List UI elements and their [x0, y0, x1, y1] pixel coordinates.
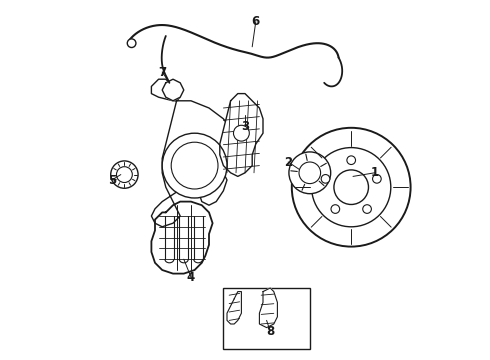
Text: 8: 8 [266, 325, 274, 338]
Text: 1: 1 [370, 166, 379, 179]
Text: 4: 4 [187, 271, 195, 284]
Polygon shape [220, 94, 263, 176]
Bar [223, 288, 310, 349]
Polygon shape [151, 202, 213, 274]
Text: 5: 5 [108, 174, 116, 186]
Circle shape [111, 161, 138, 188]
Circle shape [372, 175, 381, 183]
Circle shape [233, 125, 249, 141]
Circle shape [312, 148, 391, 227]
Circle shape [331, 205, 340, 213]
Circle shape [299, 162, 320, 184]
Polygon shape [259, 288, 277, 328]
Polygon shape [227, 292, 242, 324]
Circle shape [334, 170, 368, 204]
Polygon shape [151, 79, 231, 227]
Text: 7: 7 [158, 66, 166, 78]
Polygon shape [162, 79, 184, 101]
Circle shape [162, 133, 227, 198]
Text: 2: 2 [284, 156, 292, 168]
Circle shape [321, 175, 330, 183]
Circle shape [289, 152, 331, 194]
Circle shape [363, 205, 371, 213]
Circle shape [127, 39, 136, 48]
Text: 3: 3 [241, 120, 249, 132]
Circle shape [347, 156, 356, 165]
Text: 6: 6 [252, 15, 260, 28]
Circle shape [292, 128, 411, 247]
Circle shape [171, 142, 218, 189]
Circle shape [117, 167, 132, 183]
